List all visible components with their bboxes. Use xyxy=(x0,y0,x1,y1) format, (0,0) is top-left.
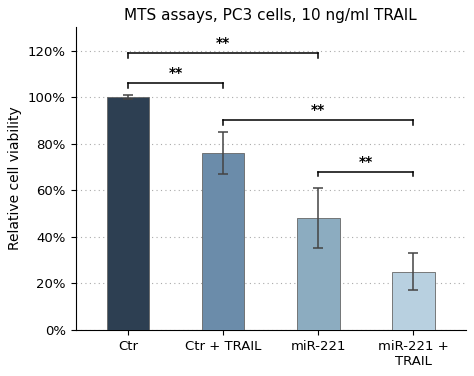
Title: MTS assays, PC3 cells, 10 ng/ml TRAIL: MTS assays, PC3 cells, 10 ng/ml TRAIL xyxy=(124,8,417,23)
Bar xyxy=(201,153,245,330)
Bar xyxy=(107,97,149,330)
Text: **: ** xyxy=(359,155,373,168)
Text: **: ** xyxy=(216,36,230,50)
Y-axis label: Relative cell viability: Relative cell viability xyxy=(9,107,22,250)
Text: **: ** xyxy=(311,103,325,117)
Bar xyxy=(392,272,435,330)
Text: **: ** xyxy=(168,66,182,80)
Bar xyxy=(297,218,339,330)
